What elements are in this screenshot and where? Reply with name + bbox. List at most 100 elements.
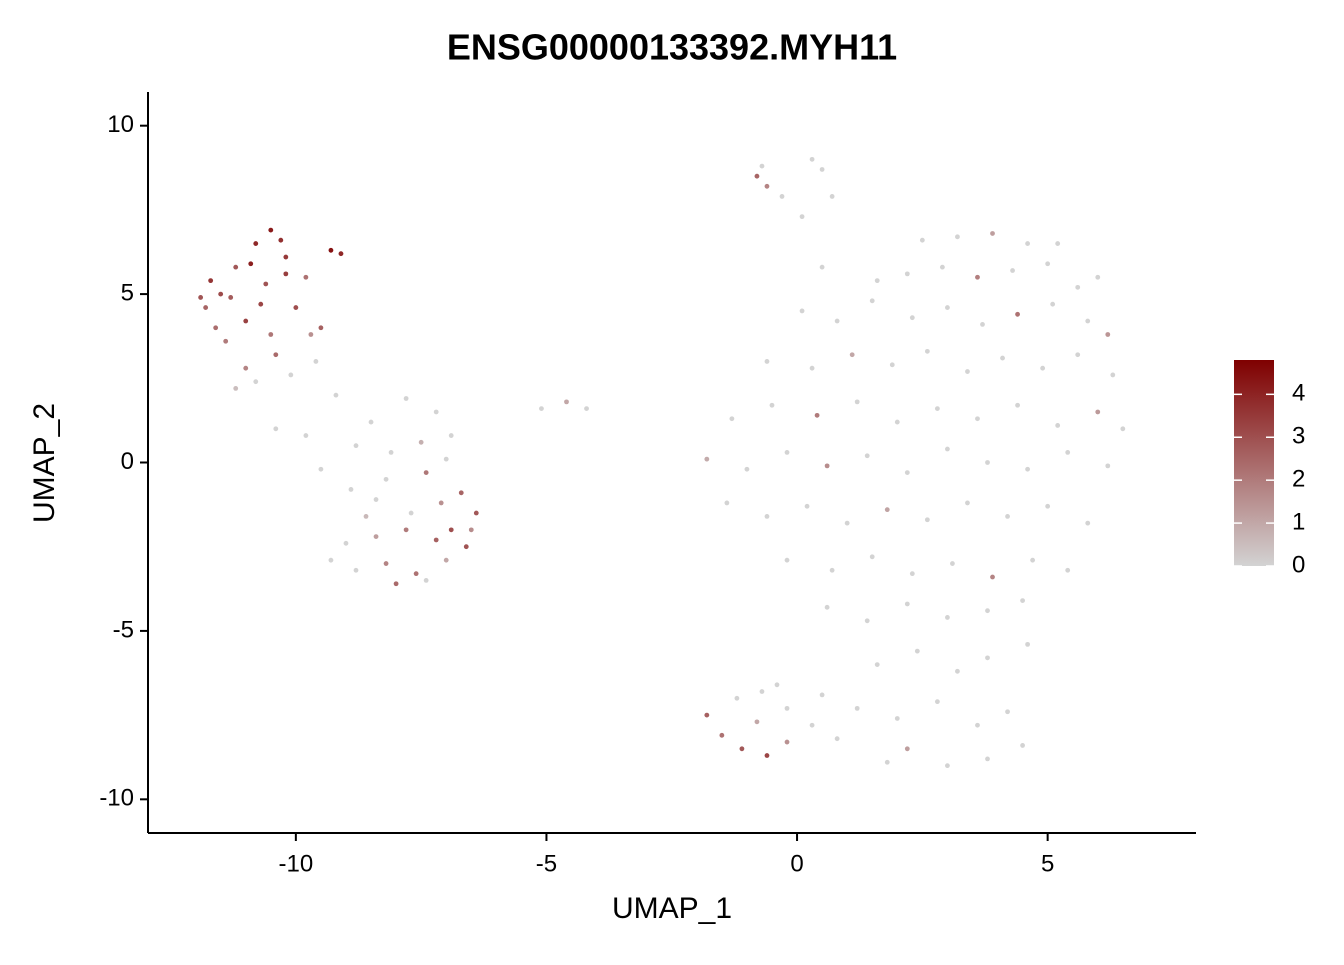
point (784, 739, 790, 745)
point (809, 156, 815, 162)
point (208, 278, 214, 284)
point (403, 396, 409, 401)
point (1005, 709, 1010, 715)
point (739, 746, 745, 752)
point (799, 308, 805, 314)
point (904, 601, 910, 607)
point (819, 167, 825, 172)
point (704, 456, 710, 462)
point (759, 689, 765, 694)
colorbar-tick-label: 0 (1292, 551, 1305, 578)
point (423, 470, 429, 476)
point (228, 295, 234, 300)
point (874, 278, 880, 284)
point (283, 254, 289, 260)
point (268, 227, 274, 233)
point (213, 325, 219, 331)
point (1065, 567, 1071, 573)
point (1075, 352, 1081, 358)
x-tick-label: -5 (536, 850, 557, 877)
point (919, 237, 925, 243)
point (799, 214, 805, 220)
x-tick-label: 0 (790, 850, 803, 877)
point (849, 352, 855, 358)
point (303, 274, 309, 280)
point (388, 449, 394, 455)
point (433, 409, 439, 415)
point (874, 662, 880, 667)
point (318, 325, 324, 331)
point (754, 719, 760, 725)
point (413, 571, 419, 577)
point (864, 618, 870, 624)
point (844, 520, 850, 526)
point (1025, 466, 1030, 472)
point (1005, 513, 1010, 519)
point (368, 419, 374, 425)
point (218, 291, 224, 297)
point (1045, 261, 1051, 267)
point (1020, 598, 1025, 603)
point (934, 699, 940, 705)
point (468, 527, 474, 533)
point (985, 608, 990, 614)
point (864, 453, 870, 459)
point (423, 577, 429, 583)
point (990, 231, 995, 236)
point (223, 338, 229, 344)
point (433, 537, 439, 543)
x-tick-label: -10 (279, 850, 314, 877)
point (1105, 332, 1111, 337)
point (764, 513, 770, 519)
point (584, 406, 589, 412)
point (950, 561, 955, 566)
point (834, 318, 840, 324)
point (704, 712, 710, 718)
point (904, 470, 910, 476)
point (443, 557, 449, 563)
point (764, 753, 770, 758)
point (764, 359, 770, 364)
point (1065, 449, 1071, 455)
point (1050, 301, 1056, 307)
point (1000, 355, 1005, 361)
point (939, 264, 945, 270)
point (318, 466, 324, 472)
point (774, 682, 780, 688)
y-tick-label: -5 (113, 616, 134, 643)
point (328, 247, 334, 253)
point (985, 756, 990, 762)
point (1075, 284, 1081, 290)
point (724, 500, 730, 506)
point (343, 540, 349, 546)
point (985, 460, 990, 465)
point (308, 332, 314, 337)
point (248, 261, 254, 267)
point (814, 412, 820, 418)
point (980, 322, 985, 327)
point (1015, 311, 1020, 317)
point (1055, 423, 1061, 428)
point (564, 399, 569, 405)
point (809, 365, 815, 371)
point (909, 315, 915, 321)
point (769, 402, 775, 408)
point (829, 567, 835, 573)
point (458, 490, 464, 496)
point (824, 604, 830, 610)
point (975, 416, 980, 422)
point (824, 463, 830, 469)
point (945, 615, 950, 620)
point (1095, 409, 1101, 415)
point (243, 365, 249, 371)
point (263, 281, 269, 287)
point (408, 510, 414, 516)
y-tick-label: 5 (121, 279, 134, 306)
point (804, 503, 810, 509)
point (854, 705, 860, 711)
point (754, 173, 760, 179)
point (1010, 268, 1015, 273)
point (894, 716, 900, 721)
point (288, 372, 294, 378)
